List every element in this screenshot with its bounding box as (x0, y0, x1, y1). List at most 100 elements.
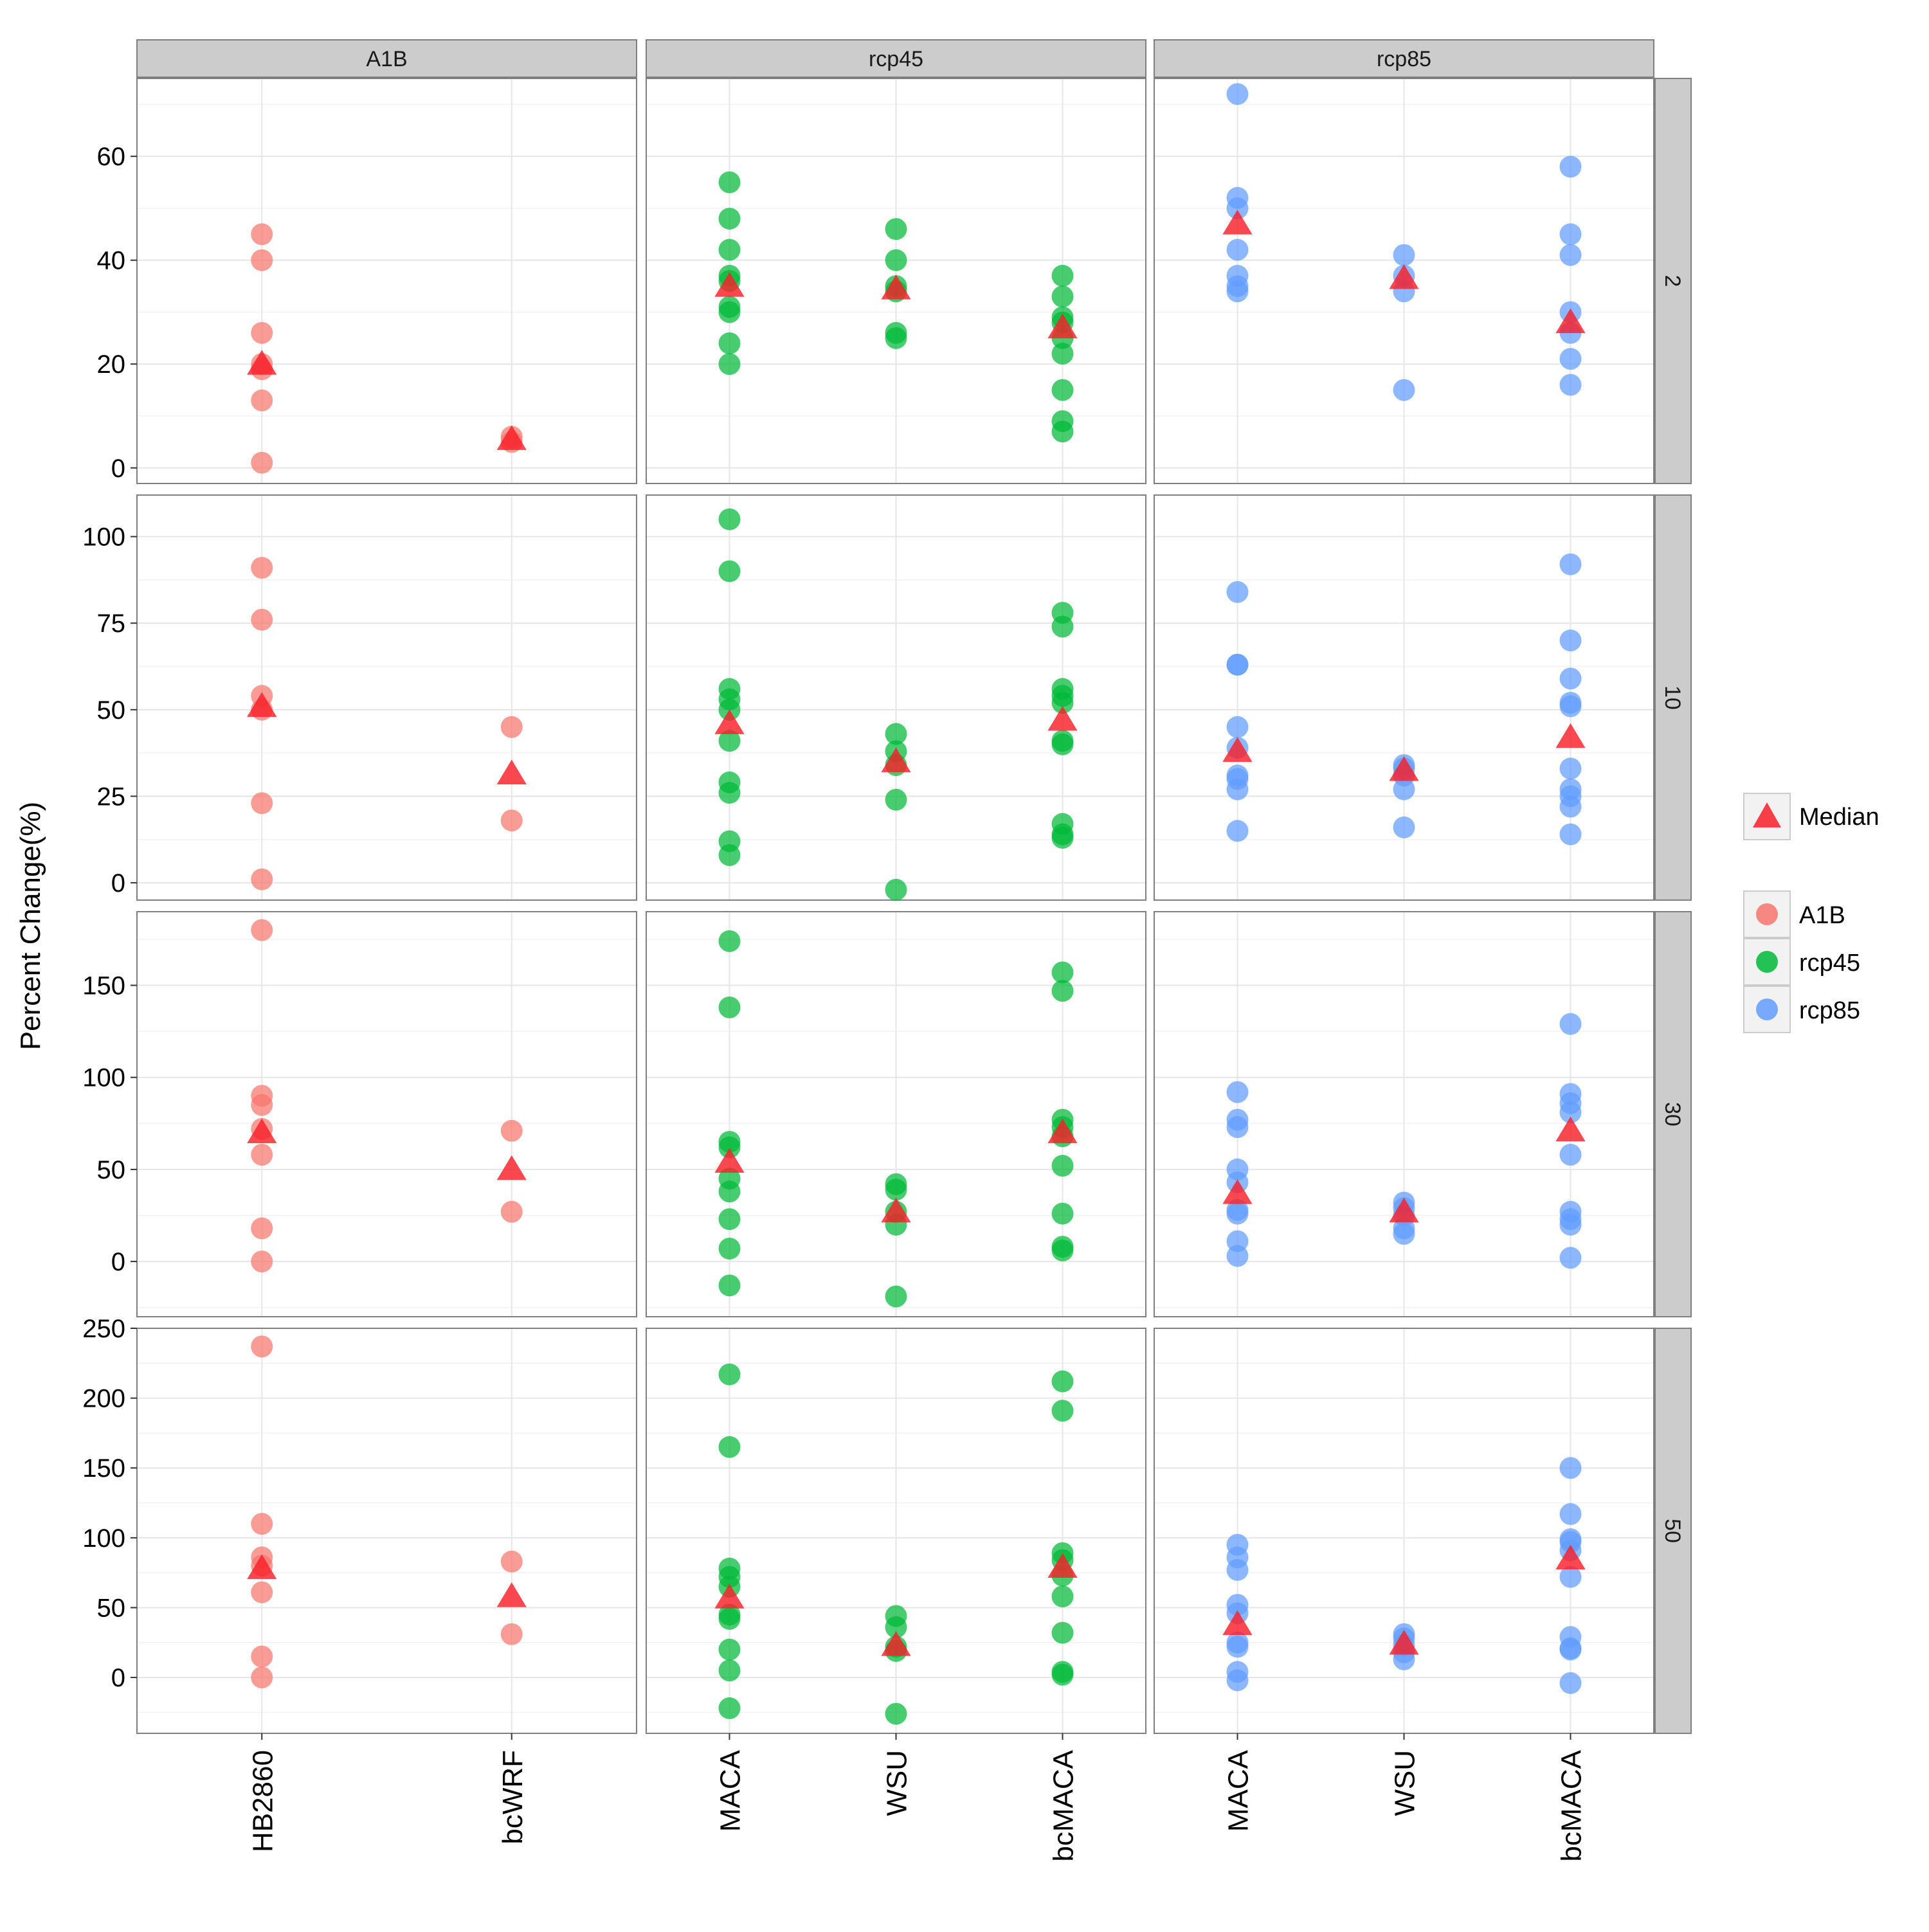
y-tick-label: 0 (111, 1248, 125, 1276)
data-point (1559, 757, 1582, 780)
data-point (1559, 795, 1582, 818)
median-marker (1555, 308, 1586, 334)
panel-border (1154, 494, 1654, 901)
legend-median-label: Median (1799, 804, 1879, 831)
median-marker (714, 1148, 745, 1173)
y-tick-label: 0 (111, 869, 125, 898)
y-tick-label: 60 (97, 143, 126, 171)
panel-10-A1B (136, 494, 637, 901)
median-marker (714, 272, 745, 297)
median-marker (496, 1582, 527, 1607)
data-point (251, 1581, 273, 1603)
median-marker (1047, 1118, 1078, 1144)
data-point (718, 1208, 741, 1231)
row-strip-label: 2 (1660, 275, 1685, 287)
data-point (1559, 1672, 1582, 1694)
panel-border (1154, 911, 1654, 1317)
data-point (1559, 1013, 1582, 1035)
column-strip-rcp85 (1154, 39, 1654, 78)
y-tick-label: 0 (111, 1664, 125, 1692)
data-point (251, 1666, 273, 1689)
x-tick-label: bcMACA (1048, 1749, 1080, 1861)
data-point (251, 249, 273, 271)
data-point (1051, 692, 1074, 714)
y-tick-label: 150 (82, 1454, 125, 1483)
legend-series-marker (1756, 903, 1778, 925)
data-point (1393, 1223, 1415, 1245)
panel-background (137, 912, 637, 1317)
data-point (1051, 1585, 1074, 1608)
data-point (718, 1274, 741, 1297)
median-marker (1555, 1116, 1586, 1142)
median-marker (496, 1155, 527, 1180)
data-point (885, 1178, 907, 1201)
data-point (885, 327, 907, 349)
y-tick-label: 50 (97, 696, 126, 725)
median-marker (247, 350, 277, 375)
row-strip-30 (1654, 911, 1692, 1317)
panel-background (137, 495, 637, 900)
column-strip-label: A1B (366, 47, 407, 71)
column-strip-label: rcp45 (869, 47, 923, 71)
data-point (1051, 827, 1074, 849)
data-point (885, 1285, 907, 1308)
data-point (251, 1094, 273, 1116)
column-strip-rcp45 (646, 39, 1146, 78)
data-point (1559, 1503, 1582, 1525)
data-point (1226, 778, 1249, 800)
median-marker (1047, 313, 1078, 339)
data-point (1051, 1202, 1074, 1225)
data-point (251, 1513, 273, 1535)
data-point (500, 1550, 523, 1573)
data-point (1559, 244, 1582, 266)
data-point (251, 321, 273, 344)
legend-series-marker (1756, 998, 1778, 1020)
median-marker (1389, 756, 1419, 781)
data-point (1226, 1558, 1249, 1581)
data-point (718, 844, 741, 866)
y-tick-label: 50 (97, 1156, 126, 1184)
data-point (718, 930, 741, 952)
y-tick-label: 100 (82, 1524, 125, 1553)
row-strip-label: 10 (1660, 685, 1685, 710)
data-point (1559, 1638, 1582, 1661)
data-point (1051, 1621, 1074, 1644)
data-point (1051, 343, 1074, 365)
data-point (885, 1616, 907, 1638)
data-point (251, 389, 273, 411)
row-strip-label: 50 (1660, 1519, 1685, 1543)
data-point (718, 1607, 741, 1630)
data-point (718, 996, 741, 1018)
data-point (1226, 1081, 1249, 1103)
x-tick-label: MACA (1223, 1749, 1254, 1832)
data-point (1559, 823, 1582, 845)
panel-50-A1B (136, 1328, 637, 1734)
data-point (1226, 197, 1249, 219)
data-point (251, 223, 273, 246)
data-point (885, 249, 907, 271)
data-point (718, 301, 741, 323)
row-strip-2 (1654, 78, 1692, 484)
median-marker (247, 1118, 277, 1144)
panel-border (136, 1328, 637, 1734)
median-marker (1222, 210, 1253, 235)
data-point (1051, 1155, 1074, 1177)
data-point (885, 1702, 907, 1725)
median-marker (881, 1631, 911, 1656)
data-point (500, 716, 523, 738)
data-point (1226, 653, 1249, 676)
data-point (718, 1180, 741, 1203)
panel-border (646, 78, 1146, 484)
median-marker (881, 747, 911, 773)
data-point (718, 508, 741, 530)
data-point (1226, 820, 1249, 842)
data-point (718, 208, 741, 230)
x-tick-label: WSU (882, 1750, 913, 1816)
data-point (251, 608, 273, 631)
data-point (1051, 1239, 1074, 1261)
data-point (1051, 264, 1074, 287)
data-point (718, 1638, 741, 1661)
data-point (1559, 1247, 1582, 1269)
y-axis-title: Percent Change(%) (15, 802, 46, 1050)
